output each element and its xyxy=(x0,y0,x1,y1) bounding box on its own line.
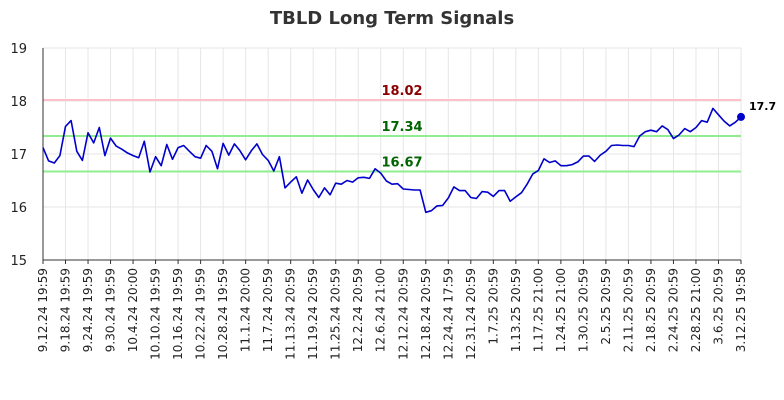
x-tick-label: 2.24.25 20:59 xyxy=(666,268,680,352)
x-tick-label: 2.11.25 20:59 xyxy=(621,268,635,352)
last-value-label: 17.7 xyxy=(749,100,776,113)
x-tick-label: 1.24.25 21:00 xyxy=(554,268,568,352)
reference-line-label: 16.67 xyxy=(381,155,422,170)
x-tick-label: 9.24.24 19:59 xyxy=(81,268,95,352)
x-tick-label: 1.13.25 20:59 xyxy=(509,268,523,352)
reference-line-label: 18.02 xyxy=(381,84,422,99)
chart-title: TBLD Long Term Signals xyxy=(269,8,515,29)
labels: 18.02 17.34 16.67 17.7 xyxy=(381,84,776,171)
x-tick-label: 9.12.24 19:59 xyxy=(36,268,50,352)
y-tick-label: 17 xyxy=(10,148,27,163)
x-tick-label: 3.6.25 20:59 xyxy=(711,268,725,345)
x-tick-label: 11.19.24 20:59 xyxy=(306,268,320,360)
x-tick-label: 10.4.24 20:00 xyxy=(126,268,140,352)
series xyxy=(42,107,745,214)
x-tick-label: 10.22.24 19:59 xyxy=(194,268,208,360)
x-tick-label: 12.2.24 20:59 xyxy=(351,268,365,352)
x-tick-label: 2.5.25 20:59 xyxy=(599,268,613,345)
x-tick-label: 12.31.24 20:59 xyxy=(464,268,478,360)
x-tick-label: 1.17.25 21:00 xyxy=(531,268,545,352)
x-tick-label: 9.18.24 19:59 xyxy=(59,268,73,352)
x-tick-label: 2.28.25 21:00 xyxy=(689,268,703,352)
last-point-marker xyxy=(737,112,745,121)
x-tick-label: 10.10.24 19:59 xyxy=(149,268,163,360)
x-tick-label: 12.6.24 21:00 xyxy=(374,268,388,352)
x-tick-label: 12.12.24 20:59 xyxy=(396,268,410,360)
y-tick-label: 18 xyxy=(10,95,27,110)
x-tick-label: 3.12.25 19:58 xyxy=(734,268,748,352)
reference-line-label: 17.34 xyxy=(381,120,422,135)
x-tick-label: 11.13.24 20:59 xyxy=(284,268,298,360)
y-tick-label: 15 xyxy=(10,254,27,269)
x-tick-label: 11.25.24 20:59 xyxy=(329,268,343,360)
y-tick-label: 19 xyxy=(10,42,27,57)
x-tick-label: 1.30.25 20:59 xyxy=(576,268,590,352)
reference-lines xyxy=(43,98,741,173)
y-tick-label: 16 xyxy=(10,201,27,216)
x-tick-label: 12.24.24 17:59 xyxy=(441,268,455,360)
x-tick-label: 11.7.24 20:59 xyxy=(261,268,275,352)
x-tick-label: 11.1.24 20:00 xyxy=(239,268,253,352)
x-tick-label: 9.30.24 19:59 xyxy=(104,268,118,352)
x-tick-label: 10.16.24 19:59 xyxy=(171,268,185,360)
grid xyxy=(42,47,742,261)
x-tick-label: 10.28.24 19:59 xyxy=(216,268,230,360)
x-tick-label: 1.7.25 20:59 xyxy=(486,268,500,345)
price-line xyxy=(42,107,742,214)
x-tick-label: 12.18.24 20:59 xyxy=(419,268,433,360)
axes: 15 16 17 18 19 9.12.24 19:59 9.18.24 19:59 9.24… xyxy=(10,42,748,360)
x-tick-label: 2.18.25 20:59 xyxy=(644,268,658,352)
